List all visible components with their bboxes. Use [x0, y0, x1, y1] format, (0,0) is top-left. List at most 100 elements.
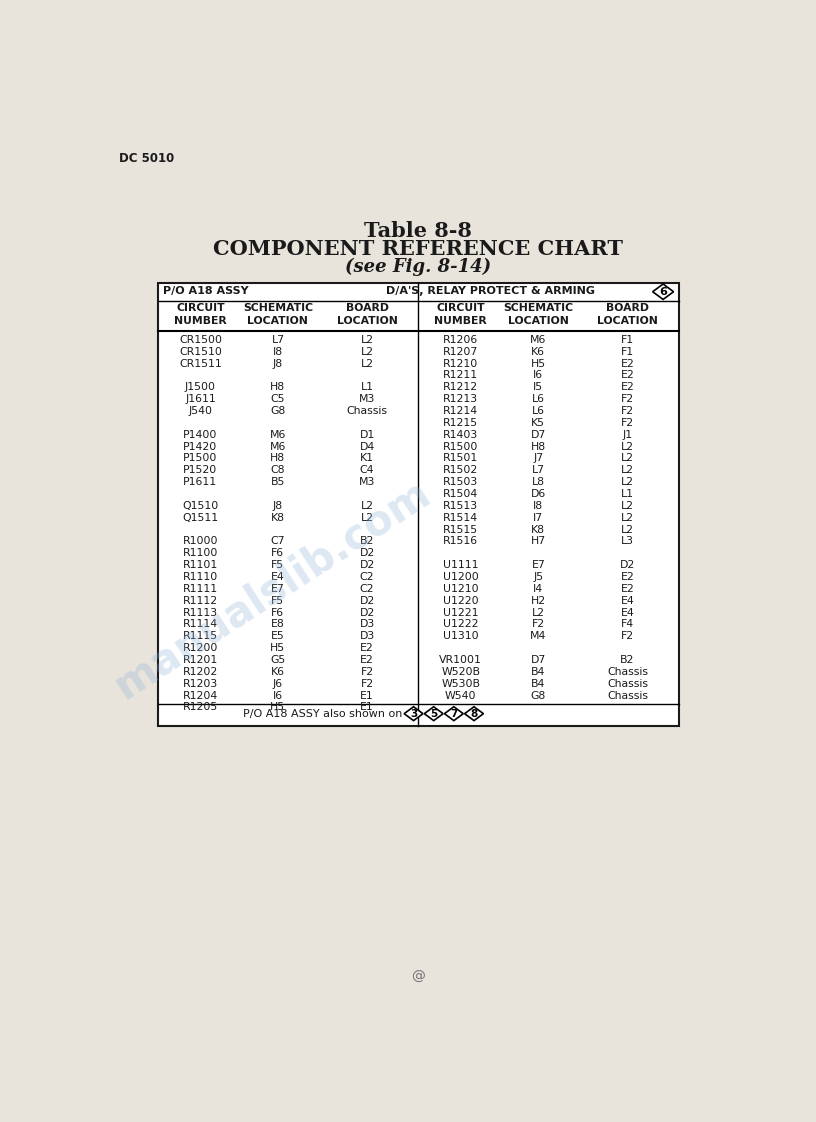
Text: F4: F4	[621, 619, 634, 629]
Text: L8: L8	[532, 477, 545, 487]
Text: J8: J8	[273, 500, 283, 511]
Text: R1200: R1200	[183, 643, 218, 653]
Text: CR1500: CR1500	[179, 334, 222, 344]
Text: U1221: U1221	[443, 608, 478, 617]
Text: U1200: U1200	[443, 572, 479, 582]
Text: R1210: R1210	[443, 359, 478, 368]
Text: E4: E4	[621, 608, 634, 617]
Text: H7: H7	[530, 536, 546, 546]
Text: F5: F5	[272, 560, 285, 570]
Text: J8: J8	[273, 359, 283, 368]
Text: R1514: R1514	[443, 513, 478, 523]
Text: D6: D6	[530, 489, 546, 499]
Text: R1215: R1215	[443, 417, 478, 427]
Text: I5: I5	[534, 383, 543, 393]
Text: J1: J1	[623, 430, 632, 440]
Text: D2: D2	[620, 560, 635, 570]
Text: R1516: R1516	[443, 536, 478, 546]
Text: C2: C2	[360, 572, 375, 582]
Text: D2: D2	[359, 596, 375, 606]
Text: F2: F2	[621, 632, 634, 642]
Text: U1111: U1111	[443, 560, 478, 570]
Text: R1214: R1214	[443, 406, 478, 416]
Text: I8: I8	[273, 347, 283, 357]
Text: M4: M4	[530, 632, 547, 642]
Text: P1500: P1500	[184, 453, 218, 463]
Text: D4: D4	[359, 442, 375, 451]
Text: R1113: R1113	[183, 608, 218, 617]
Text: I7: I7	[534, 513, 543, 523]
Text: J1611: J1611	[185, 394, 215, 404]
Text: L2: L2	[532, 608, 545, 617]
Text: L1: L1	[361, 383, 374, 393]
Text: D2: D2	[359, 608, 375, 617]
Text: R1502: R1502	[443, 466, 478, 476]
Text: 7: 7	[450, 709, 458, 719]
Text: L2: L2	[621, 466, 634, 476]
Text: F2: F2	[621, 394, 634, 404]
Text: I8: I8	[534, 500, 543, 511]
Text: R1201: R1201	[183, 655, 218, 665]
Text: CIRCUIT
NUMBER: CIRCUIT NUMBER	[434, 303, 487, 325]
Text: F6: F6	[272, 549, 285, 559]
Text: L2: L2	[361, 347, 374, 357]
Text: D7: D7	[530, 430, 546, 440]
Text: R1403: R1403	[443, 430, 478, 440]
Text: R1100: R1100	[183, 549, 218, 559]
Text: L7: L7	[532, 466, 545, 476]
Text: E2: E2	[360, 655, 374, 665]
Polygon shape	[445, 707, 463, 720]
Text: Chassis: Chassis	[347, 406, 388, 416]
Text: R1204: R1204	[183, 690, 218, 700]
Text: P1520: P1520	[184, 466, 218, 476]
Text: E1: E1	[360, 702, 374, 712]
Bar	[157, 283, 679, 726]
Text: @: @	[411, 971, 425, 984]
Text: 6: 6	[659, 287, 667, 296]
Text: I4: I4	[534, 583, 543, 594]
Text: R1205: R1205	[183, 702, 218, 712]
Text: U1220: U1220	[443, 596, 479, 606]
Text: D2: D2	[359, 560, 375, 570]
Text: H8: H8	[270, 383, 286, 393]
Text: E2: E2	[621, 370, 634, 380]
Text: E2: E2	[621, 583, 634, 594]
Text: P/O A18 ASSY also shown on: P/O A18 ASSY also shown on	[243, 709, 402, 719]
Text: C4: C4	[360, 466, 375, 476]
Text: R1513: R1513	[443, 500, 478, 511]
Text: R1504: R1504	[443, 489, 478, 499]
Text: J6: J6	[273, 679, 283, 689]
Text: F1: F1	[621, 334, 634, 344]
Text: SCHEMATIC
LOCATION: SCHEMATIC LOCATION	[503, 303, 574, 325]
Text: L6: L6	[532, 406, 545, 416]
Text: Table 8-8: Table 8-8	[364, 221, 472, 241]
Text: R1207: R1207	[443, 347, 478, 357]
Text: L2: L2	[621, 453, 634, 463]
Text: J1500: J1500	[185, 383, 216, 393]
Text: BOARD
LOCATION: BOARD LOCATION	[597, 303, 658, 325]
Text: E4: E4	[271, 572, 285, 582]
Text: L2: L2	[361, 334, 374, 344]
Text: B4: B4	[531, 666, 546, 677]
Text: K8: K8	[531, 525, 545, 534]
Text: D1: D1	[359, 430, 375, 440]
Text: D3: D3	[359, 619, 375, 629]
Text: E7: E7	[271, 583, 285, 594]
Text: E2: E2	[621, 572, 634, 582]
Text: F2: F2	[532, 619, 545, 629]
Text: R1500: R1500	[443, 442, 478, 451]
Text: U1222: U1222	[443, 619, 478, 629]
Text: G5: G5	[270, 655, 286, 665]
Text: I6: I6	[273, 690, 283, 700]
Text: F2: F2	[361, 679, 374, 689]
Text: M6: M6	[530, 334, 547, 344]
Text: J7: J7	[534, 453, 543, 463]
Text: BOARD
LOCATION: BOARD LOCATION	[337, 303, 397, 325]
Text: D3: D3	[359, 632, 375, 642]
Text: H5: H5	[270, 643, 286, 653]
Text: W530B: W530B	[441, 679, 481, 689]
Text: Q1510: Q1510	[182, 500, 219, 511]
Text: E8: E8	[271, 619, 285, 629]
Text: Chassis: Chassis	[607, 666, 648, 677]
Text: D7: D7	[530, 655, 546, 665]
